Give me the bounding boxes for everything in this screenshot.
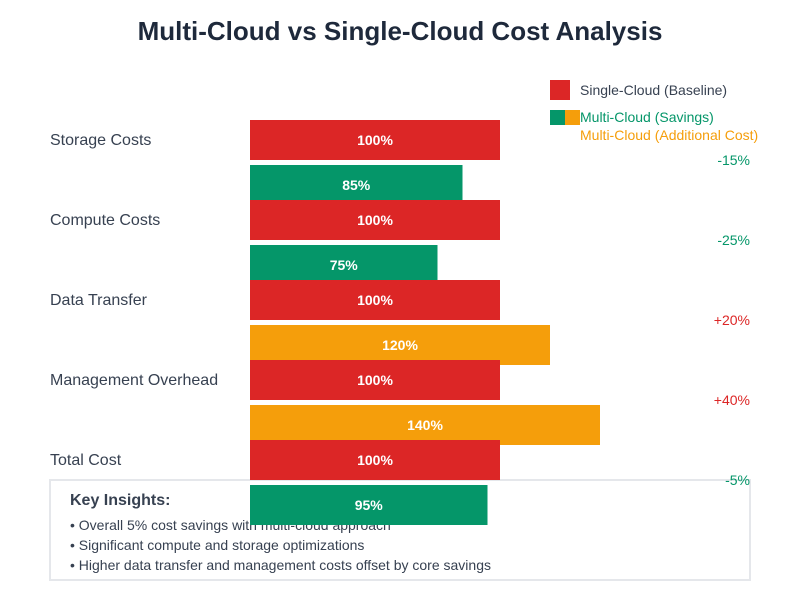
bar-value-multicloud-management-overhead: 140% [407,417,443,433]
bar-value-multicloud-data-transfer: 120% [382,337,418,353]
bar-value-baseline-storage-costs: 100% [357,132,393,148]
legend-label-baseline: Single-Cloud (Baseline) [580,82,727,98]
bar-value-baseline-management-overhead: 100% [357,372,393,388]
bar-baseline-data-transfer [250,280,500,320]
legend-swatch-additional [565,110,580,125]
bar-value-multicloud-compute-costs: 75% [330,257,359,273]
legend-swatch-baseline [550,80,570,100]
category-label-data-transfer: Data Transfer [50,292,148,309]
change-label-data-transfer: +20% [714,312,750,328]
legend-label-additional: Multi-Cloud (Additional Cost) [580,127,758,143]
bar-value-baseline-compute-costs: 100% [357,212,393,228]
bar-value-multicloud-total-cost: 95% [355,497,384,513]
legend-swatch-savings [550,110,565,125]
bar-baseline-compute-costs [250,200,500,240]
change-label-total-cost: -5% [725,472,750,488]
bar-multicloud-total-cost [250,485,488,525]
legend-label-savings: Multi-Cloud (Savings) [580,109,714,125]
bar-baseline-management-overhead [250,360,500,400]
chart-title: Multi-Cloud vs Single-Cloud Cost Analysi… [138,16,663,46]
category-label-management-overhead: Management Overhead [50,372,218,389]
insights-title: Key Insights: [70,492,170,509]
insight-item-2: • Significant compute and storage optimi… [70,537,364,553]
bar-baseline-total-cost [250,440,500,480]
legend: Single-Cloud (Baseline) Multi-Cloud (Sav… [550,80,758,143]
change-label-storage-costs: -15% [717,152,750,168]
change-label-management-overhead: +40% [714,392,750,408]
change-label-compute-costs: -25% [717,232,750,248]
bar-multicloud-management-overhead [250,405,600,445]
bar-baseline-storage-costs [250,120,500,160]
bar-multicloud-compute-costs [250,245,438,285]
bars-layer: Storage Costs 100% 85% -15% Compute Costs 100… [50,120,750,525]
insight-item-3: • Higher data transfer and management co… [70,557,491,573]
bar-value-baseline-total-cost: 100% [357,452,393,468]
bar-multicloud-data-transfer [250,325,550,365]
category-label-storage-costs: Storage Costs [50,132,151,149]
bar-value-baseline-data-transfer: 100% [357,292,393,308]
category-label-compute-costs: Compute Costs [50,212,160,229]
category-label-total-cost: Total Cost [50,452,122,469]
bar-value-multicloud-storage-costs: 85% [342,177,371,193]
bar-multicloud-storage-costs [250,165,463,205]
